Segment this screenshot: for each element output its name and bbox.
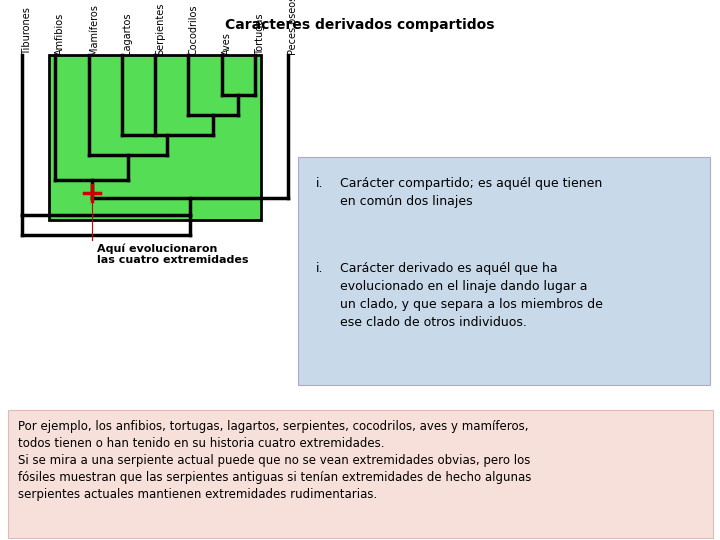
Text: Aquí evolucionaron
las cuatro extremidades: Aquí evolucionaron las cuatro extremidad… [96,243,248,265]
Text: Cocodrilos: Cocodrilos [188,4,198,55]
Text: Tortugas: Tortugas [255,14,265,55]
Text: i.: i. [316,177,323,190]
Text: Lagartos: Lagartos [122,12,132,55]
Text: Serpientes: Serpientes [155,3,165,55]
Text: Mamíferos: Mamíferos [89,4,99,55]
Text: Caracteres derivados compartidos: Caracteres derivados compartidos [225,18,495,32]
Text: Peces óseos: Peces óseos [288,0,298,55]
Text: i.: i. [316,262,323,275]
Text: Carácter compartido; es aquél que tienen
en común dos linajes: Carácter compartido; es aquél que tienen… [340,177,602,208]
Text: Tiburones: Tiburones [22,7,32,55]
Bar [49,55,261,220]
Text: Por ejemplo, los anfibios, tortugas, lagartos, serpientes, cocodrilos, aves y ma: Por ejemplo, los anfibios, tortugas, lag… [18,420,531,501]
Bar [298,157,710,385]
Bar [8,410,713,538]
Text: Amfibios: Amfibios [55,13,66,55]
Text: Carácter derivado es aquél que ha
evolucionado en el linaje dando lugar a
un cla: Carácter derivado es aquél que ha evoluc… [340,262,603,329]
Text: Aves: Aves [222,32,232,55]
